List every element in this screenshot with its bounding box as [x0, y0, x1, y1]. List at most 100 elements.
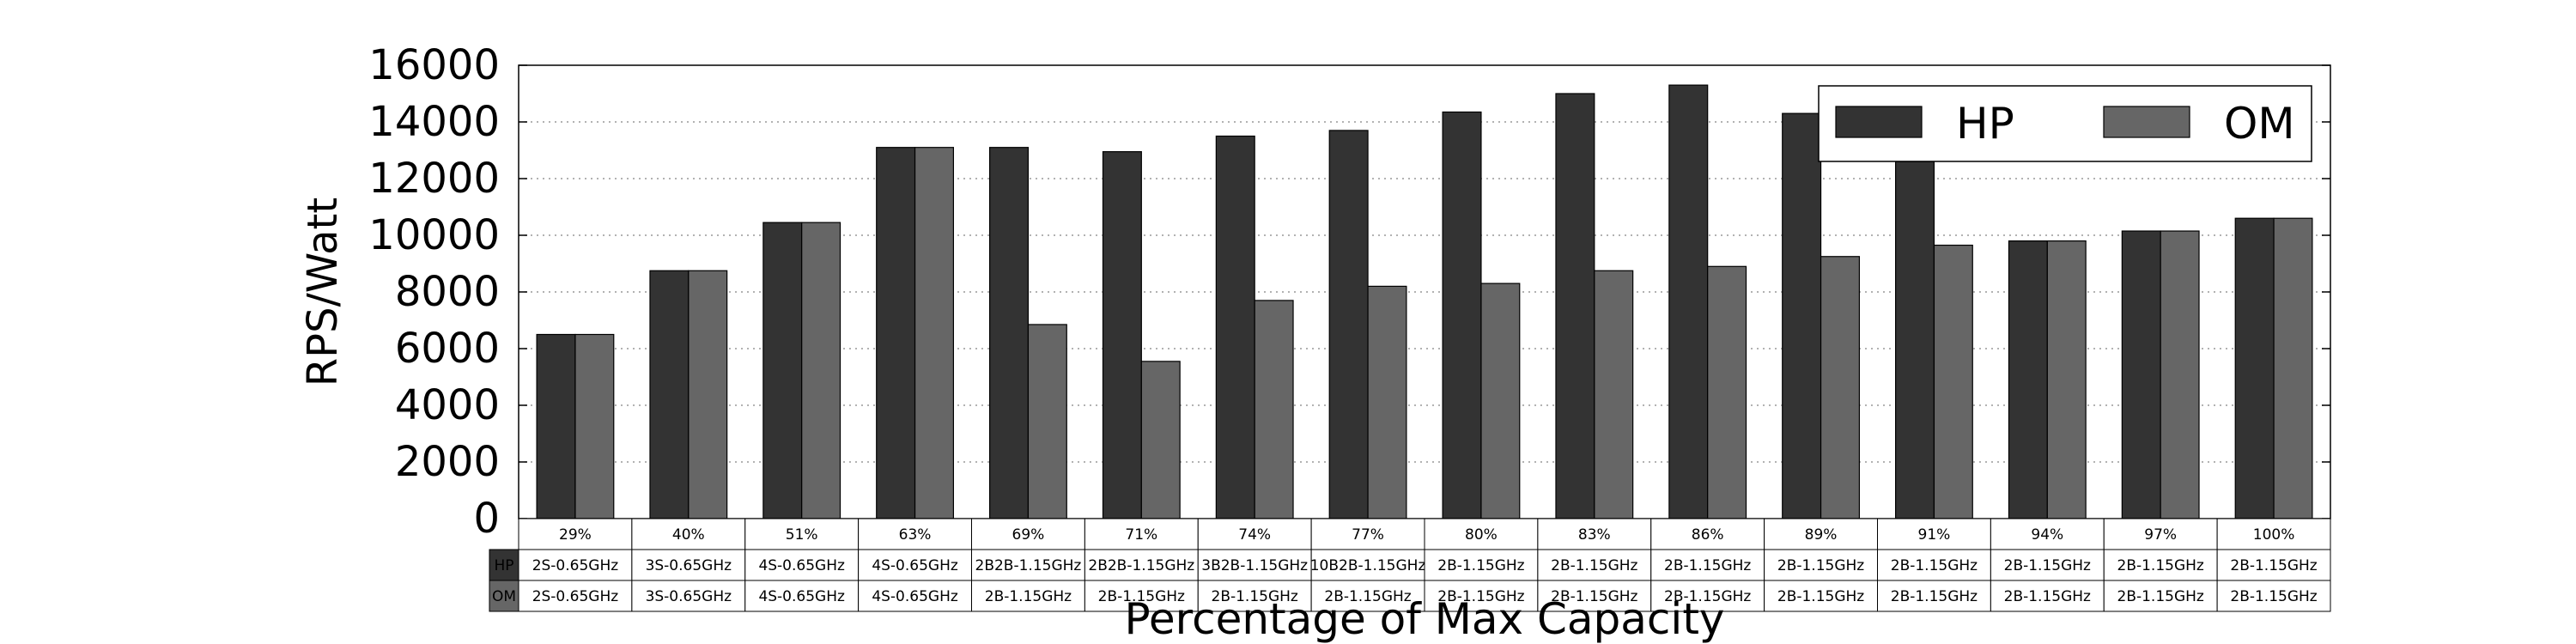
y-tick-label: 4000 — [395, 381, 500, 429]
table-cell — [2216, 549, 2331, 581]
table-cell — [518, 549, 633, 581]
y-tick-label: 8000 — [395, 268, 500, 316]
table-cell — [971, 580, 1085, 612]
y-tick-label: 16000 — [368, 41, 500, 89]
table-cell-text: 2B-1.15GHz — [2117, 588, 2204, 605]
table-cell-text: 2B2B-1.15GHz — [975, 557, 1082, 574]
legend-swatch-hp — [1835, 106, 1923, 138]
table-cell — [2103, 580, 2218, 612]
table-cell — [1310, 580, 1425, 612]
y-tick-label: 14000 — [368, 98, 500, 146]
table-cell — [1424, 580, 1539, 612]
table-cell — [1537, 549, 1652, 581]
table-cell — [1764, 549, 1878, 581]
table-row-label: OM — [492, 588, 516, 605]
table-cell — [631, 580, 746, 612]
bar-hp — [2234, 217, 2275, 519]
x-tick-label: 97% — [2144, 526, 2177, 544]
table-cell-text: 2B-1.15GHz — [2004, 557, 2091, 574]
table-cell-text: 2B-1.15GHz — [1664, 588, 1751, 605]
table-cell-text: 2B-1.15GHz — [2004, 588, 2091, 605]
bar-om — [1480, 283, 1521, 519]
bar-hp — [2121, 230, 2161, 519]
x-tick-label: 80% — [1465, 526, 1498, 544]
table-cell — [858, 549, 972, 581]
table-cell-text: 2B-1.15GHz — [1891, 557, 1978, 574]
legend-label-om: OM — [2224, 99, 2295, 149]
table-cell-text: 2B-1.15GHz — [2117, 557, 2204, 574]
bar-om — [1140, 361, 1181, 519]
x-tick-label: 77% — [1352, 526, 1384, 544]
table-cell — [971, 518, 1085, 550]
legend: HP OM — [1818, 85, 2312, 162]
table-cell-text: 10B2B-1.15GHz — [1310, 557, 1426, 574]
table-row-label-cell — [489, 580, 519, 612]
table-cell — [631, 518, 746, 550]
table-cell-text: 3S-0.65GHz — [646, 588, 732, 605]
x-tick-label: 69% — [1012, 526, 1045, 544]
table-cell-text: 4S-0.65GHz — [758, 557, 845, 574]
table-cell — [1764, 580, 1878, 612]
table-cell — [2216, 518, 2331, 550]
bar-om — [574, 333, 615, 519]
table-cell — [2216, 580, 2331, 612]
x-tick-label: 63% — [899, 526, 932, 544]
y-tick-label: 10000 — [368, 211, 500, 259]
table-cell — [1650, 580, 1765, 612]
table-cell — [1990, 580, 2105, 612]
table-cell — [518, 580, 633, 612]
x-tick-label: 29% — [559, 526, 592, 544]
table-cell-text: 2S-0.65GHz — [532, 557, 619, 574]
x-tick-label: 51% — [786, 526, 818, 544]
table-cell-text: 2B-1.15GHz — [1098, 588, 1185, 605]
bar-hp — [876, 147, 916, 519]
bar-om — [1707, 265, 1747, 519]
table-cell — [1877, 549, 1991, 581]
y-tick-label: 12000 — [368, 155, 500, 203]
x-tick-label: 40% — [672, 526, 705, 544]
table-cell-text: 2B-1.15GHz — [1664, 557, 1751, 574]
table-cell-text: 2B-1.15GHz — [2230, 557, 2317, 574]
y-tick-label: 0 — [473, 495, 500, 543]
table-cell — [744, 518, 860, 550]
table-row-label-cell — [489, 549, 519, 581]
table-cell-text: 2B-1.15GHz — [1777, 557, 1864, 574]
bar-hp — [988, 147, 1030, 519]
x-tick-label: 86% — [1692, 526, 1724, 544]
table-cell — [858, 580, 972, 612]
table-cell — [1650, 518, 1765, 550]
table-cell-text: 2B-1.15GHz — [1551, 557, 1637, 574]
bar-om — [1820, 256, 1861, 519]
table-row-label: HP — [494, 557, 513, 574]
bar-om — [1027, 324, 1067, 519]
bar-hp — [1555, 93, 1595, 519]
x-tick-label: 100% — [2253, 526, 2295, 544]
bar-hp — [536, 333, 576, 519]
bar-om — [801, 222, 841, 519]
table-cell-text: 2B-1.15GHz — [1324, 588, 1411, 605]
x-tick-label: 91% — [1918, 526, 1951, 544]
bar-om — [2160, 230, 2200, 519]
table-cell — [1084, 580, 1199, 612]
bar-om — [1254, 300, 1294, 519]
y-tick-label: 6000 — [395, 325, 500, 373]
x-axis-label: Percentage of Max Capacity — [1124, 594, 1724, 644]
bar-hp — [762, 222, 803, 519]
bar-om — [914, 147, 955, 519]
x-tick-label: 89% — [1805, 526, 1838, 544]
y-axis: 0 2000 4000 6000 8000 10000 12000 14000 16000 — [368, 41, 2330, 543]
legend-label-hp: HP — [1956, 99, 2014, 149]
bar-hp — [1215, 135, 1255, 519]
bar-om — [1933, 244, 1973, 519]
table-cell-text: 4S-0.65GHz — [872, 557, 958, 574]
bar-om — [2273, 217, 2313, 519]
bars — [536, 84, 2313, 519]
legend-swatch-om — [2103, 106, 2190, 138]
bar-hp — [1668, 84, 1709, 519]
table-cell-text: 2B-1.15GHz — [1437, 557, 1524, 574]
bar-om — [1367, 285, 1407, 519]
table-cell — [1877, 580, 1991, 612]
bar-om — [688, 270, 728, 519]
table-cell-text: 2B-1.15GHz — [1212, 588, 1298, 605]
